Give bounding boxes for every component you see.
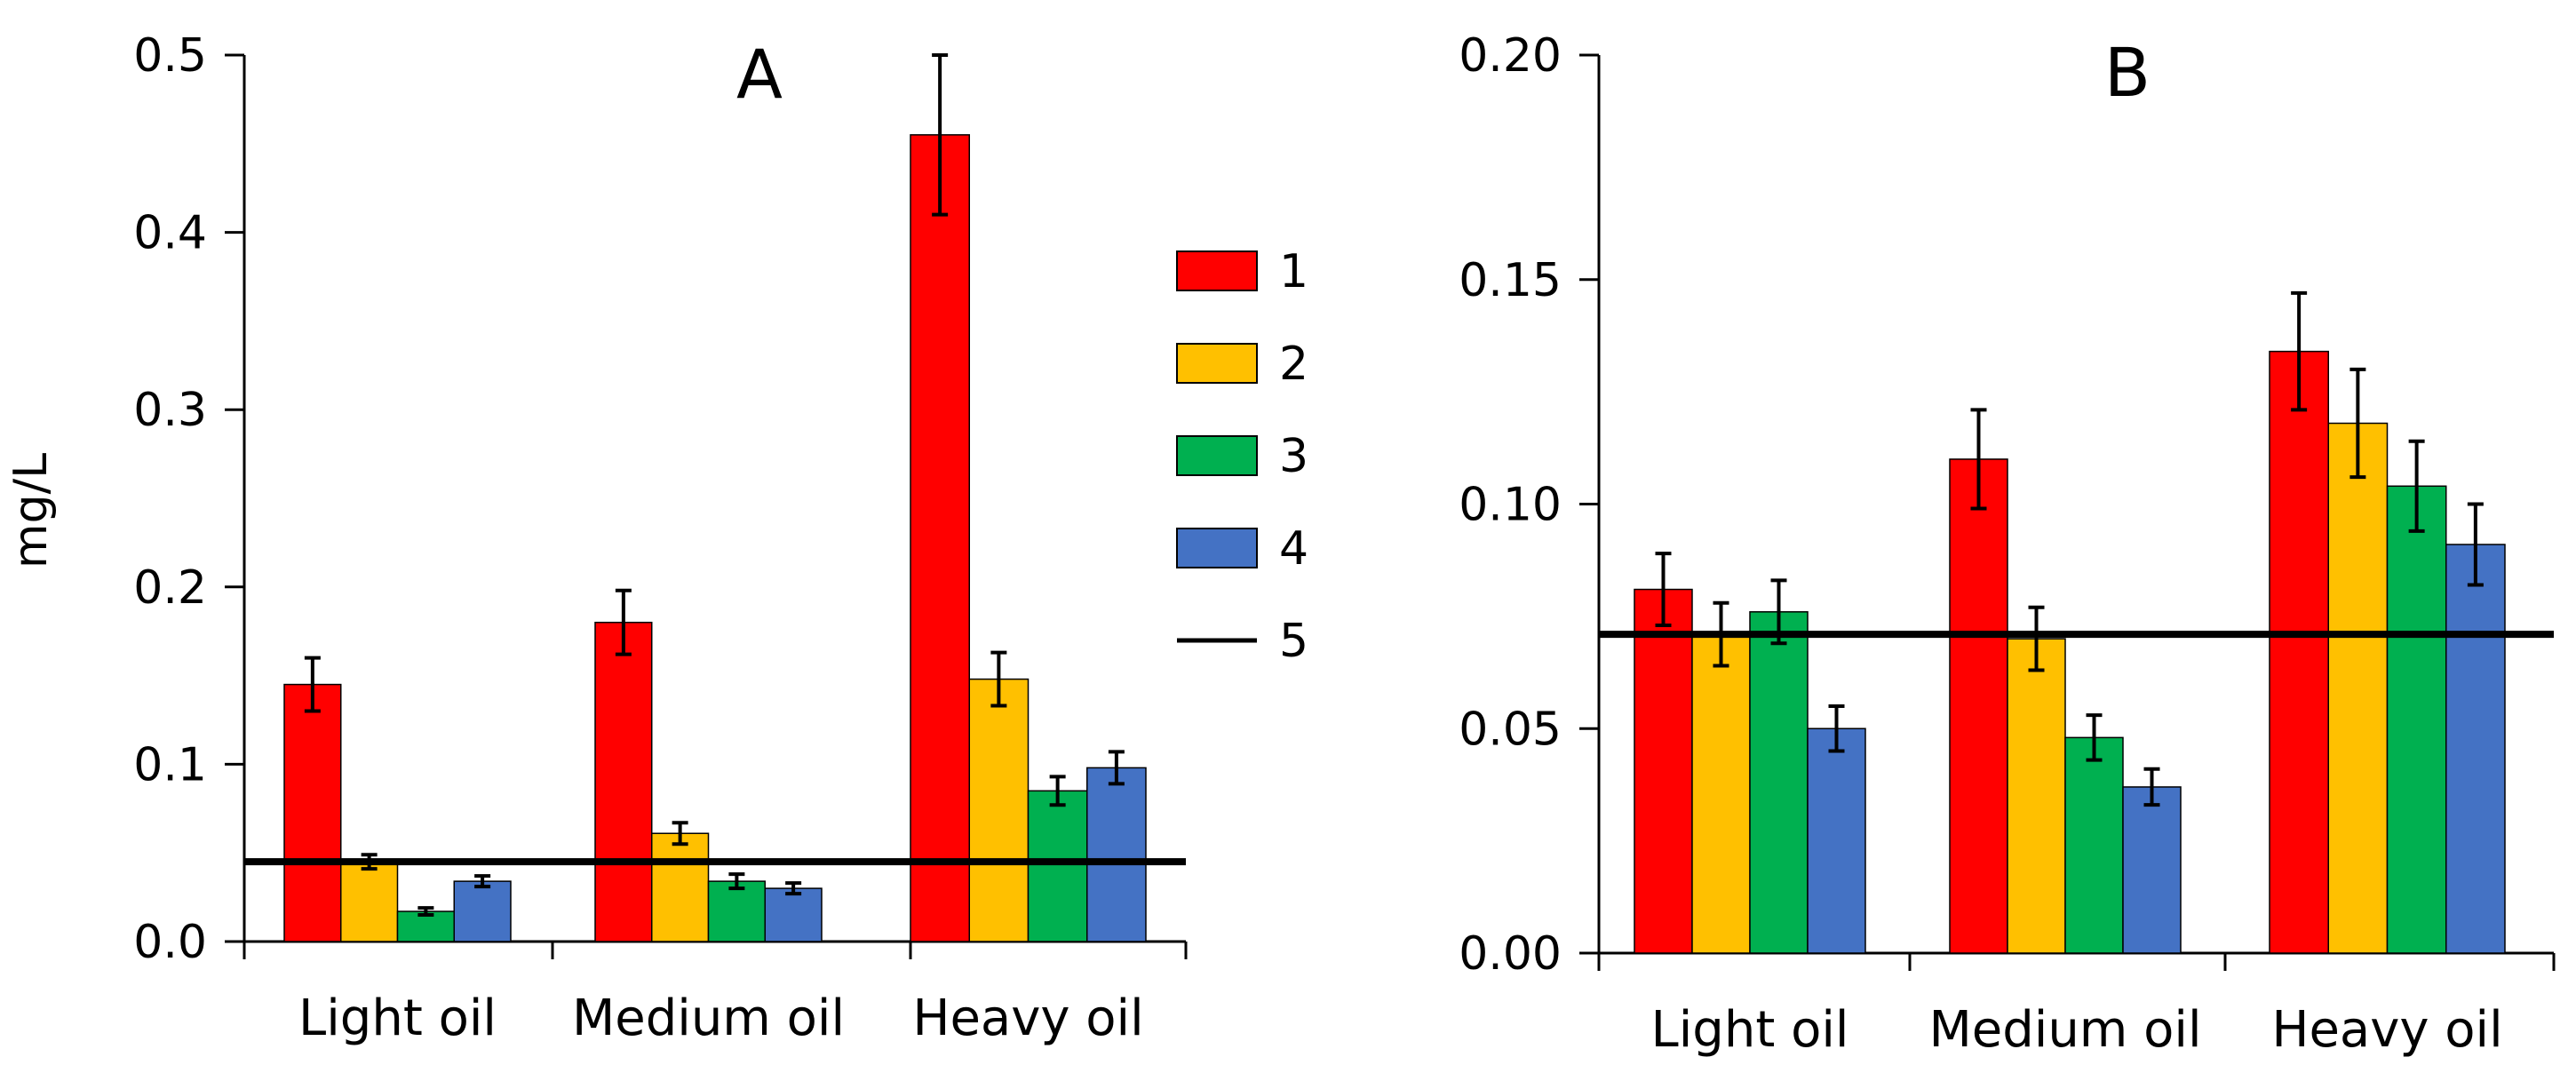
panel-a-category-label: Medium oil xyxy=(572,990,845,1047)
panel-a-bar xyxy=(764,887,823,942)
panel-b-y-tick-label: 0.20 xyxy=(1459,29,1562,83)
panel-b-bar xyxy=(1949,458,2008,954)
panel-a-bar xyxy=(968,678,1030,942)
legend-swatch xyxy=(1176,250,1258,291)
panel-b-bar xyxy=(1807,727,1866,954)
panel-b-category-label: Medium oil xyxy=(1928,1001,2201,1059)
panel-b-chart: B 0.00 0.05 0.10 0.15 0.20 Light oil Medium oil… xyxy=(1459,29,2556,1059)
panel-a-bar xyxy=(283,683,342,942)
panel-a-bar xyxy=(651,832,710,942)
panel-a-bar xyxy=(594,621,653,942)
panel-a-bar xyxy=(1027,790,1088,942)
legend-label: 3 xyxy=(1279,430,1308,483)
legend-swatch xyxy=(1176,343,1258,384)
panel-a-y-tick-label: 0.3 xyxy=(133,384,207,437)
panel-b-category-label: Light oil xyxy=(1651,1001,1849,1059)
panel-b-bar xyxy=(2064,736,2124,954)
panel-a-legend: 1 2 3 4 5 xyxy=(1176,245,1308,668)
panel-a-bar xyxy=(910,134,970,942)
panel-b-bar xyxy=(1691,633,1751,954)
panel-b-y-tick-label: 0.15 xyxy=(1459,254,1562,307)
panel-a-bar xyxy=(340,861,399,942)
panel-b-y-tick-label: 0.10 xyxy=(1459,479,1562,532)
panel-a-bar xyxy=(453,880,512,942)
panel-a-y-tick-label: 0.1 xyxy=(133,738,207,791)
panel-a-chart: Amg/L 0.0 0.1 0.2 0.3 0.4 0.5 Light oil Medium o… xyxy=(4,29,1308,1047)
panel-b-bar xyxy=(2007,638,2066,954)
panel-b-bar xyxy=(2122,786,2182,954)
legend-label: 5 xyxy=(1279,615,1308,668)
panel-a-category-label: Light oil xyxy=(298,990,497,1047)
panel-a-bar xyxy=(1086,767,1147,942)
panel-b-bar xyxy=(2445,544,2506,954)
panel-b-y-tick-label: 0.00 xyxy=(1459,927,1562,981)
panel-a-category-label: Heavy oil xyxy=(912,990,1143,1047)
panel-b-bar xyxy=(1634,588,1693,954)
panel-a-y-tick-label: 0.2 xyxy=(133,561,207,615)
panel-a-y-tick-label: 0.0 xyxy=(133,916,207,969)
panel-b-category-label: Heavy oil xyxy=(2271,1001,2502,1059)
panel-a-y-tick-label: 0.5 xyxy=(133,29,207,83)
panel-a-y-axis-title: mg/L xyxy=(4,453,58,568)
panel-b-bar xyxy=(1749,611,1809,954)
panel-b-bar xyxy=(2386,485,2447,954)
legend-label: 4 xyxy=(1279,522,1308,576)
panel-b-bar xyxy=(2327,422,2389,954)
panel-b-title: B xyxy=(2104,33,2151,112)
panel-a-y-tick-label: 0.4 xyxy=(133,207,207,260)
panel-a-bar xyxy=(707,880,766,942)
legend-label: 1 xyxy=(1279,245,1308,298)
panel-a-title: A xyxy=(736,35,783,114)
panel-b-bar xyxy=(2269,350,2329,954)
legend-label: 2 xyxy=(1279,338,1308,391)
legend-swatch xyxy=(1176,435,1258,476)
panel-b-y-tick-label: 0.05 xyxy=(1459,703,1562,756)
legend-swatch xyxy=(1176,528,1258,568)
